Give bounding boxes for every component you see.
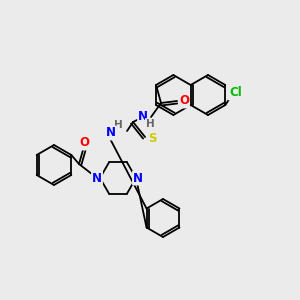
Text: N: N: [92, 172, 102, 184]
Text: O: O: [179, 94, 189, 107]
Text: N: N: [106, 127, 116, 140]
Text: Cl: Cl: [229, 86, 242, 100]
Text: S: S: [148, 133, 156, 146]
Text: N: N: [133, 172, 143, 184]
Text: H: H: [146, 119, 154, 129]
Text: O: O: [79, 136, 89, 149]
Text: H: H: [114, 120, 122, 130]
Text: N: N: [138, 110, 148, 124]
